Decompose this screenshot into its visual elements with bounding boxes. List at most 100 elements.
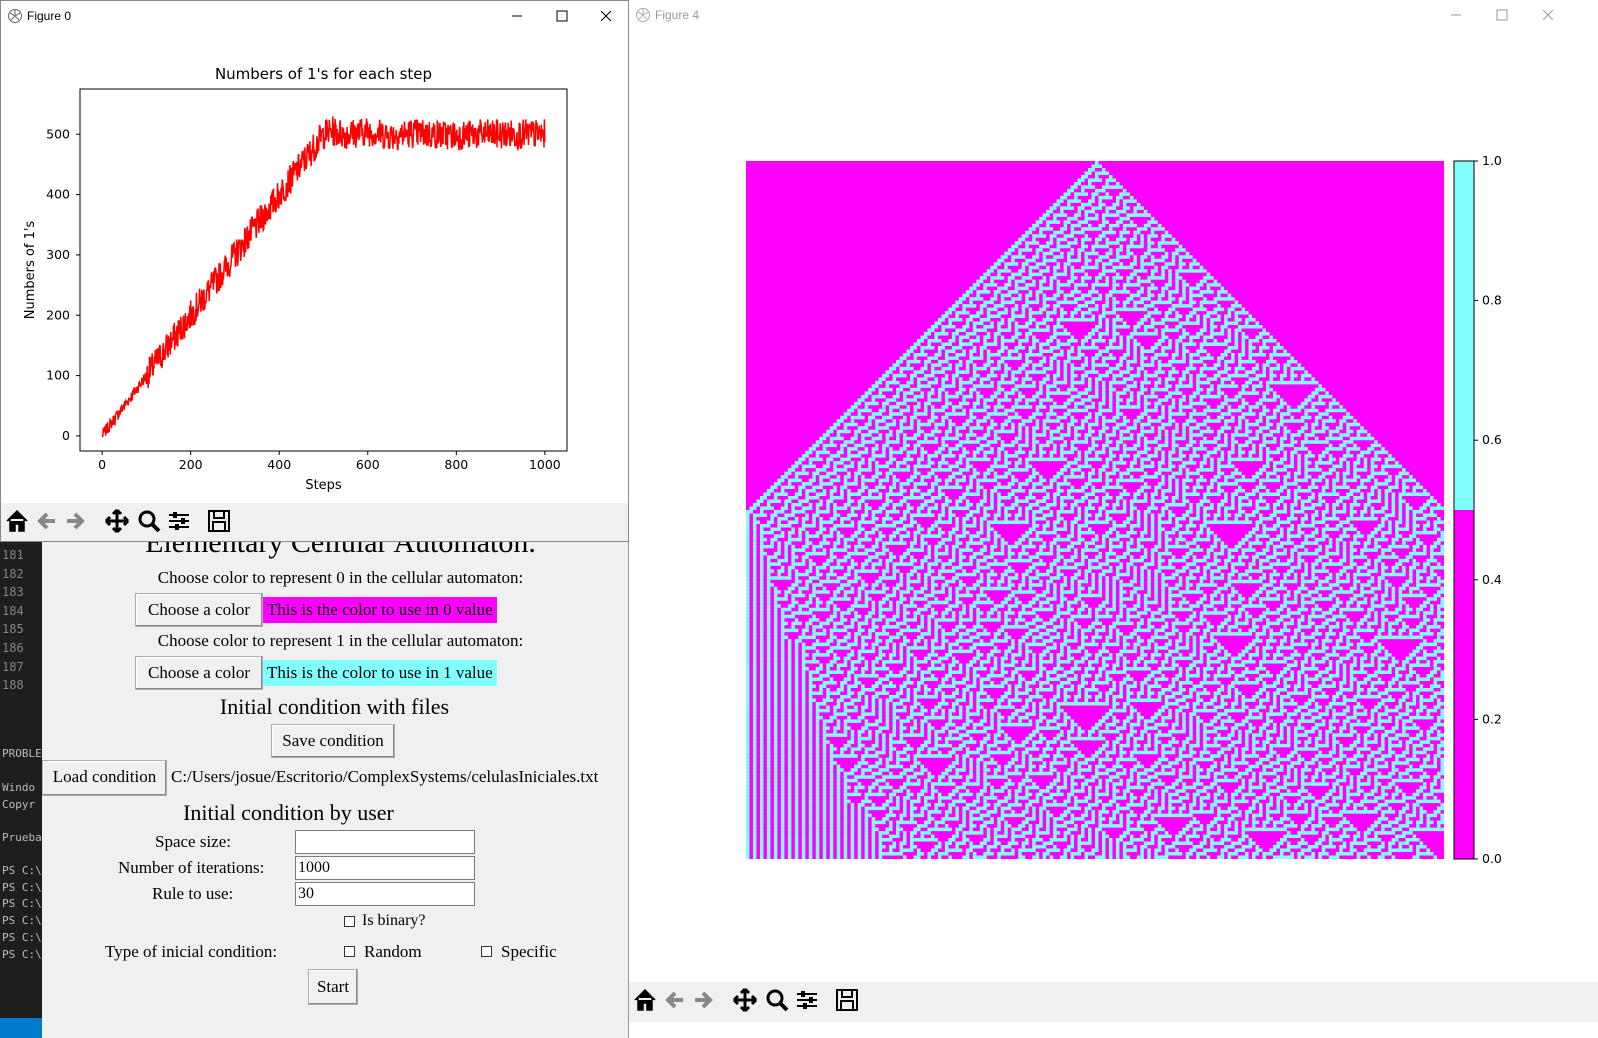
heatmap-row — [746, 586, 1444, 591]
terminal-line: PS C:\ — [2, 914, 42, 927]
heatmap-row — [1028, 227, 1165, 231]
close-icon[interactable] — [583, 1, 629, 31]
save-icon[interactable] — [833, 986, 861, 1014]
heatmap-row — [746, 740, 1444, 744]
specific-checkbox[interactable] — [481, 946, 492, 957]
iterations-input[interactable]: 1000 — [295, 856, 475, 880]
heatmap-row — [746, 799, 1441, 804]
heatmap-row — [1004, 251, 1190, 256]
heatmap-row — [937, 318, 1256, 322]
heatmap-row — [746, 771, 1444, 776]
pan-icon[interactable] — [103, 507, 131, 535]
x-tick-label: 1000 — [529, 457, 561, 472]
save-icon[interactable] — [205, 507, 233, 535]
pan-icon[interactable] — [731, 986, 759, 1014]
start-button[interactable]: Start — [308, 969, 358, 1005]
heatmap-row — [1007, 248, 1186, 252]
x-tick-label: 600 — [356, 457, 380, 472]
y-tick-label: 200 — [46, 307, 70, 322]
heatmap-row — [746, 614, 1441, 619]
line-number: 181 — [2, 548, 24, 562]
heatmap-row — [1070, 185, 1123, 189]
back-arrow-icon[interactable] — [33, 507, 61, 535]
terminal-line: PS C:\ — [2, 897, 42, 910]
back-arrow-icon[interactable] — [661, 986, 689, 1014]
heatmap-row — [833, 422, 1361, 427]
x-tick-label: 400 — [267, 457, 291, 472]
heatmap-row — [746, 747, 1441, 751]
heatmap-row — [896, 359, 1298, 364]
heatmap-row — [815, 440, 1378, 444]
home-icon[interactable] — [631, 986, 659, 1014]
heatmap-row — [746, 527, 1441, 531]
heatmap-row — [871, 384, 1322, 388]
load-condition-button[interactable]: Load condition — [42, 760, 167, 796]
heatmap-row — [944, 311, 1249, 315]
heatmap-row — [746, 530, 1444, 535]
heatmap-row — [746, 625, 1441, 629]
heatmap-row — [906, 349, 1287, 353]
is-binary-checkbox[interactable] — [344, 916, 355, 927]
heatmap-row — [766, 489, 1427, 493]
heatmap-row — [746, 541, 1441, 545]
heatmap-row — [1011, 244, 1183, 249]
heatmap-row — [746, 827, 1444, 832]
heatmap-row — [1074, 181, 1120, 186]
heatmap-row — [746, 628, 1444, 633]
space-size-input[interactable] — [295, 830, 475, 854]
heatmap-row — [746, 785, 1444, 790]
heatmap-row — [746, 534, 1444, 538]
heatmap-row — [923, 332, 1270, 336]
line-number: 185 — [2, 622, 24, 637]
configure-subplots-icon[interactable] — [793, 986, 821, 1014]
maximize-icon[interactable] — [539, 1, 585, 31]
maximize-icon[interactable] — [1479, 0, 1525, 30]
heatmap-row — [843, 412, 1350, 416]
heatmap-row — [1095, 161, 1099, 165]
heatmap-row — [746, 558, 1438, 563]
heatmap-row — [746, 674, 1444, 678]
heatmap-row — [780, 475, 1413, 479]
figure4-window: Figure 4 1.0 0.8 0.6 0.4 0.2 0.0 — [628, 0, 1598, 1038]
heatmap-row — [746, 722, 1444, 727]
choose-color1-button[interactable]: Choose a color — [135, 656, 263, 690]
figure0-title: Figure 0 — [27, 9, 72, 23]
rule-input[interactable]: 30 — [295, 882, 475, 906]
heatmap-row — [861, 394, 1333, 399]
figure4-titlebar[interactable]: Figure 4 — [629, 0, 1598, 30]
heatmap-row — [746, 646, 1441, 650]
series-line — [101, 116, 546, 438]
heatmap-row — [746, 687, 1444, 692]
choose-color0-button[interactable]: Choose a color — [135, 593, 263, 627]
home-icon[interactable] — [3, 507, 31, 535]
heatmap-row — [1039, 216, 1155, 221]
forward-arrow-icon[interactable] — [61, 507, 89, 535]
heatmap-row — [749, 506, 1444, 510]
line-number: 183 — [2, 585, 24, 600]
heatmap-row — [1042, 213, 1151, 217]
status-bar — [0, 1018, 42, 1038]
random-checkbox[interactable] — [344, 946, 355, 957]
close-icon[interactable] — [1525, 0, 1571, 30]
heatmap-row — [746, 813, 1444, 818]
heatmap-row — [864, 391, 1329, 395]
zoom-icon[interactable] — [135, 507, 163, 535]
heatmap-row — [1084, 171, 1109, 175]
cellular-automaton-plot: 1.0 0.8 0.6 0.4 0.2 0.0 — [746, 153, 1502, 866]
heatmap-row — [746, 537, 1444, 542]
forward-arrow-icon[interactable] — [689, 986, 717, 1014]
heatmap-row — [927, 328, 1267, 333]
configure-subplots-icon[interactable] — [165, 507, 193, 535]
colorbar-tick-label: 0.6 — [1482, 432, 1502, 447]
save-condition-button[interactable]: Save condition — [271, 724, 395, 758]
minimize-icon[interactable] — [1433, 0, 1479, 30]
zoom-icon[interactable] — [763, 986, 791, 1014]
problems-tab[interactable]: PROBLE — [2, 747, 42, 760]
figure0-titlebar[interactable]: Figure 0 — [1, 1, 628, 31]
minimize-icon[interactable] — [494, 1, 540, 31]
heatmap-row — [857, 398, 1336, 402]
heatmap-row — [746, 579, 1444, 584]
terminal-line: PS C:\ — [2, 864, 42, 877]
heatmap-row — [746, 792, 1434, 797]
heatmap-row — [1049, 206, 1144, 210]
